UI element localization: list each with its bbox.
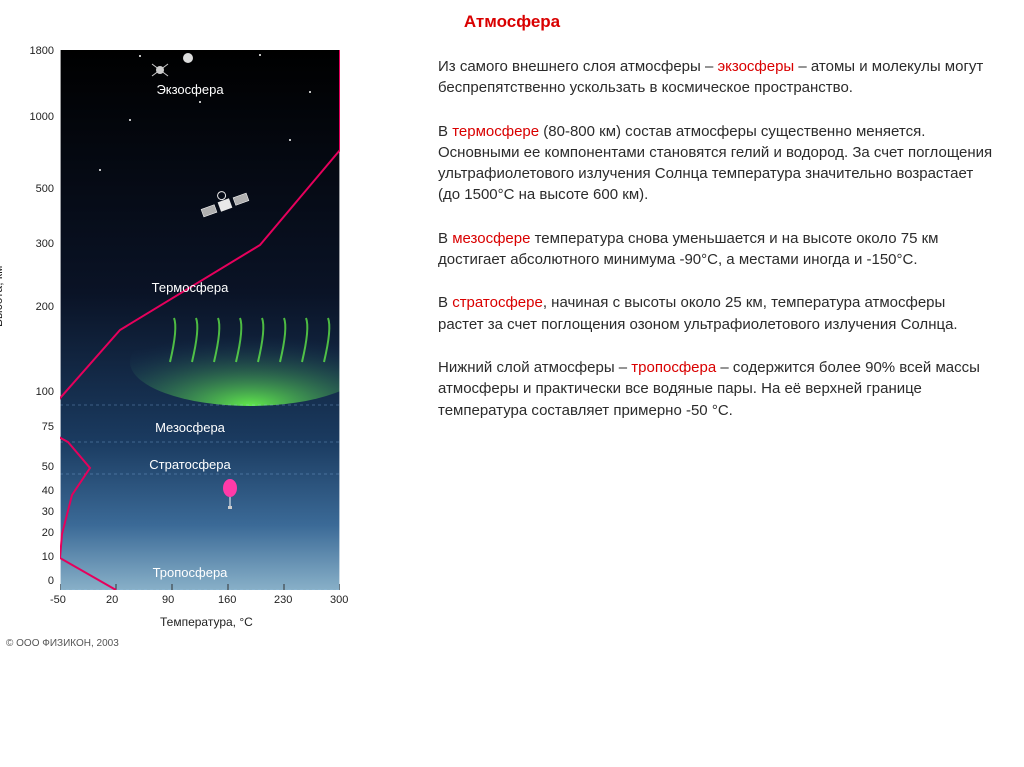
text: В bbox=[438, 294, 452, 311]
atmosphere-diagram: Высота, км Давление, мбар Температура, °… bbox=[0, 50, 408, 650]
y-tick: 1800 bbox=[4, 45, 54, 57]
y2-tick: 1013 bbox=[346, 577, 406, 589]
para-exosphere: Из самого внешнего слоя атмосферы – экзо… bbox=[438, 56, 994, 99]
y-tick: 300 bbox=[4, 238, 54, 250]
y2-tick: 12,1 bbox=[346, 508, 406, 520]
keyword-stratosphere: стратосфере bbox=[452, 294, 543, 311]
x-tick: 20 bbox=[106, 594, 118, 606]
para-mesosphere: В мезосфере температура снова уменьшаетс… bbox=[438, 228, 994, 271]
copyright: © ООО ФИЗИКОН, 2003 bbox=[6, 638, 119, 649]
text: В bbox=[438, 230, 452, 247]
x-tick: 160 bbox=[218, 594, 236, 606]
layer-label: Термосфера bbox=[130, 280, 250, 295]
y-tick: 75 bbox=[4, 421, 54, 433]
x-axis-label: Температура, °C bbox=[160, 615, 253, 629]
text-column: Из самого внешнего слоя атмосферы – экзо… bbox=[408, 50, 1024, 650]
y-tick: 200 bbox=[4, 301, 54, 313]
content-row: Высота, км Давление, мбар Температура, °… bbox=[0, 50, 1024, 650]
y2-tick: 8·10⁻¹¹ bbox=[346, 121, 406, 134]
diagram-container: Высота, км Давление, мбар Температура, °… bbox=[0, 50, 408, 650]
x-tick: 300 bbox=[330, 594, 348, 606]
y2-tick: 6·10⁻⁴ bbox=[346, 389, 406, 402]
layer-label: Мезосфера bbox=[130, 420, 250, 435]
x-tick: 90 bbox=[162, 594, 174, 606]
keyword-troposphere: тропосфера bbox=[631, 359, 716, 376]
y-tick: 1000 bbox=[4, 111, 54, 123]
y-tick: 100 bbox=[4, 386, 54, 398]
y-tick: 500 bbox=[4, 183, 54, 195]
keyword-thermosphere: термосфере bbox=[452, 123, 539, 140]
y2-tick: 54,4 bbox=[346, 529, 406, 541]
y2-tick: 3,1 bbox=[346, 487, 406, 499]
y2-tick: 280 bbox=[346, 553, 406, 565]
chart-svg bbox=[60, 50, 340, 590]
layer-label: Стратосфера bbox=[130, 457, 250, 472]
text: Из самого внешнего слоя атмосферы – bbox=[438, 58, 717, 75]
y2-tick: 15·10⁻¹⁰ bbox=[346, 191, 406, 204]
y2-axis-label: Давление, мбар bbox=[381, 326, 409, 384]
y-axis-label: Высота, км bbox=[0, 266, 5, 327]
y-tick: 40 bbox=[4, 485, 54, 497]
y2-tick: 65·10⁻¹⁰ bbox=[346, 243, 406, 256]
layer-label: Тропосфера bbox=[130, 565, 250, 580]
x-tick: -50 bbox=[50, 594, 66, 606]
y2-tick: 4·10⁻⁸ bbox=[346, 305, 406, 318]
text: Нижний слой атмосферы – bbox=[438, 359, 631, 376]
y-tick: 10 bbox=[4, 551, 54, 563]
para-stratosphere: В стратосфере, начиная с высоты около 25… bbox=[438, 292, 994, 335]
para-thermosphere: В термосфере (80-800 км) состав атмосфер… bbox=[438, 121, 994, 206]
y-tick: 50 bbox=[4, 461, 54, 473]
text: В bbox=[438, 123, 452, 140]
y-tick: 30 bbox=[4, 506, 54, 518]
page-title: Атмосфера bbox=[0, 0, 1024, 50]
para-troposphere: Нижний слой атмосферы – тропосфера – сод… bbox=[438, 357, 994, 421]
y-tick: 20 bbox=[4, 527, 54, 539]
keyword-exosphere: экзосферы bbox=[717, 58, 794, 75]
x-tick: 230 bbox=[274, 594, 292, 606]
plot-area bbox=[60, 50, 340, 590]
layer-label: Экзосфера bbox=[130, 82, 250, 97]
y-tick: 0 bbox=[4, 575, 54, 587]
y2-tick: 0,9 bbox=[346, 463, 406, 475]
keyword-mesosphere: мезосфере bbox=[452, 230, 530, 247]
